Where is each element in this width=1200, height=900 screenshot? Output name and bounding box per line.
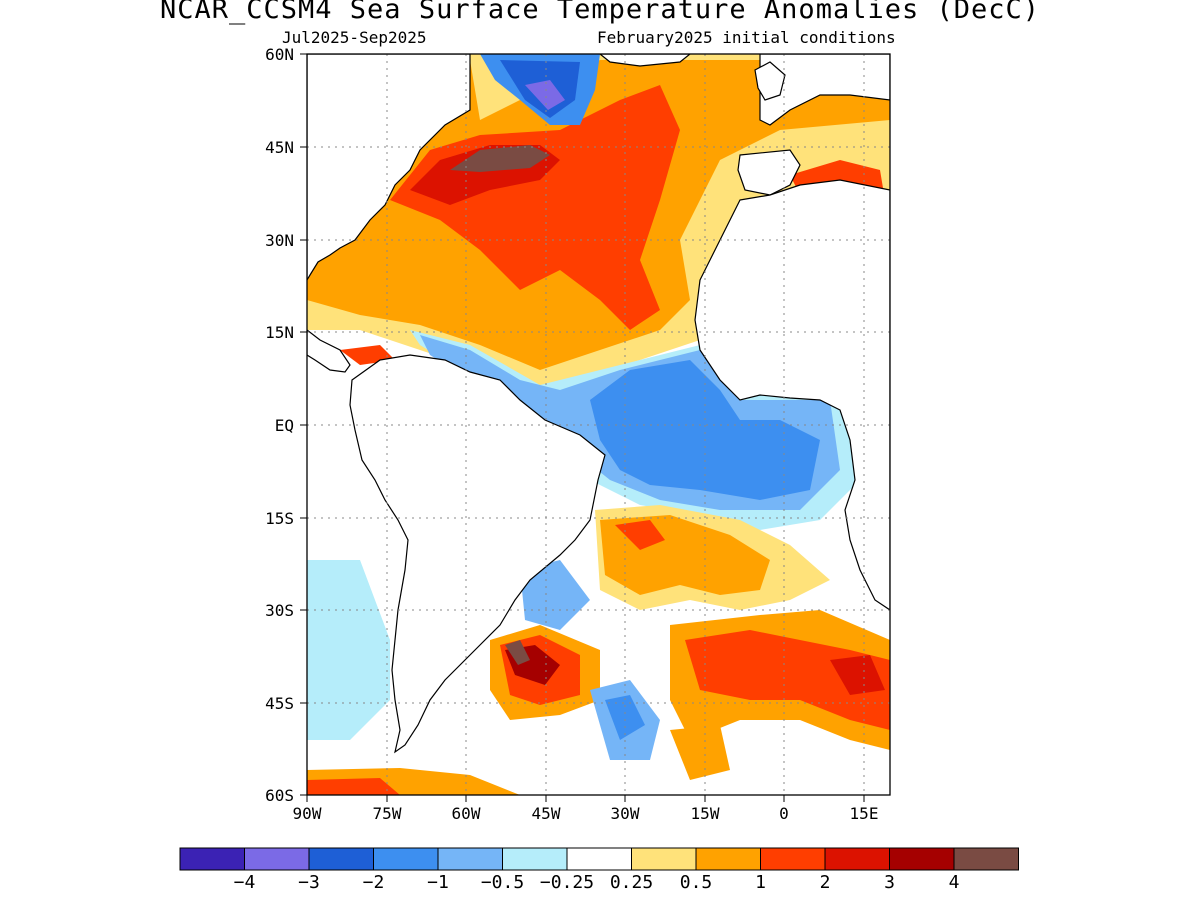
colorbar-label: −4 xyxy=(233,872,256,893)
central-america-land xyxy=(307,329,351,373)
north-america-land xyxy=(307,54,471,282)
lat-label: 60S xyxy=(265,786,294,805)
colorbar-swatch xyxy=(889,847,955,871)
tropical-atlantic-cool-core xyxy=(590,360,820,500)
gulf-stream-extension xyxy=(390,85,680,330)
chart-title: NCAR_CCSM4 Sea Surface Temperature Anoma… xyxy=(159,0,1041,25)
colorbar-swatch xyxy=(695,847,761,871)
colorbar-label: 0.5 xyxy=(679,872,713,893)
greenland-land xyxy=(599,54,691,67)
south-atlantic-cool-patch xyxy=(307,560,390,740)
south-atlantic-subtropical-peak xyxy=(615,520,665,550)
gulf-stream-peak xyxy=(450,145,550,172)
lat-label: 30N xyxy=(265,231,294,250)
colorbar-swatch xyxy=(373,847,439,871)
brazil-current-cool xyxy=(520,560,590,630)
grid-lines xyxy=(307,54,890,795)
colorbar-swatch xyxy=(760,847,826,871)
labrador-sea-cool-peak xyxy=(525,80,565,110)
lat-label: 15N xyxy=(265,323,294,342)
colorbar-label: −3 xyxy=(298,872,320,893)
lon-label: 90W xyxy=(292,804,322,823)
map-area xyxy=(307,54,890,795)
colorbar-label: −2 xyxy=(362,872,385,893)
colorbar-swatch xyxy=(631,847,697,871)
south-atlantic-deep-warm xyxy=(670,725,730,780)
colorbar-swatch xyxy=(437,847,503,871)
lon-label: 30W xyxy=(610,804,640,823)
colorbar-swatch xyxy=(502,847,568,871)
lon-label: 0 xyxy=(779,804,789,823)
lat-label: 45S xyxy=(265,694,294,713)
colorbar-label: −0.25 xyxy=(539,872,595,893)
iberia-land xyxy=(737,149,801,196)
africa-land xyxy=(694,179,890,611)
lon-label: 15W xyxy=(690,804,720,823)
brazil-malvinas-confluence-peak xyxy=(505,640,530,665)
south-atlantic-midlatitude-peak xyxy=(830,655,885,695)
colorbar-swatch xyxy=(308,847,374,871)
colorbar-label: 1 xyxy=(755,872,766,893)
lat-label: 30S xyxy=(265,601,294,620)
colorbar-label: −0.5 xyxy=(480,872,525,893)
south-atlantic-cool-peak xyxy=(605,695,645,740)
uk-land xyxy=(754,61,786,101)
colorbar-swatch xyxy=(824,847,890,871)
colorbar-swatch xyxy=(566,847,632,871)
lat-label: EQ xyxy=(274,416,294,435)
southern-ocean-warm-core xyxy=(307,778,400,795)
lat-label: 60N xyxy=(265,45,294,64)
lat-label: 15S xyxy=(265,509,294,528)
lon-label: 60W xyxy=(451,804,481,823)
colorbar-label: 2 xyxy=(819,872,831,893)
lon-label: 15E xyxy=(849,804,879,823)
forecast-period: Jul2025-Sep2025 xyxy=(282,28,427,47)
colorbar xyxy=(179,847,1019,871)
south-america-land xyxy=(349,354,606,754)
colorbar-label: 4 xyxy=(948,872,960,893)
europe-land xyxy=(759,54,890,126)
lon-label: 45W xyxy=(531,804,561,823)
south-atlantic-midlatitude-core xyxy=(685,630,890,730)
initial-conditions: February2025 initial conditions xyxy=(597,28,896,47)
axis-ticks xyxy=(300,53,865,802)
lat-label: 45N xyxy=(265,138,294,157)
colorbar-swatch xyxy=(179,847,245,871)
lon-label: 75W xyxy=(372,804,402,823)
colorbar-swatch xyxy=(244,847,310,871)
colorbar-swatch xyxy=(953,847,1019,871)
colorbar-label: 0.25 xyxy=(609,872,654,893)
colorbar-label: 3 xyxy=(884,872,895,893)
colorbar-label: −1 xyxy=(427,872,449,893)
